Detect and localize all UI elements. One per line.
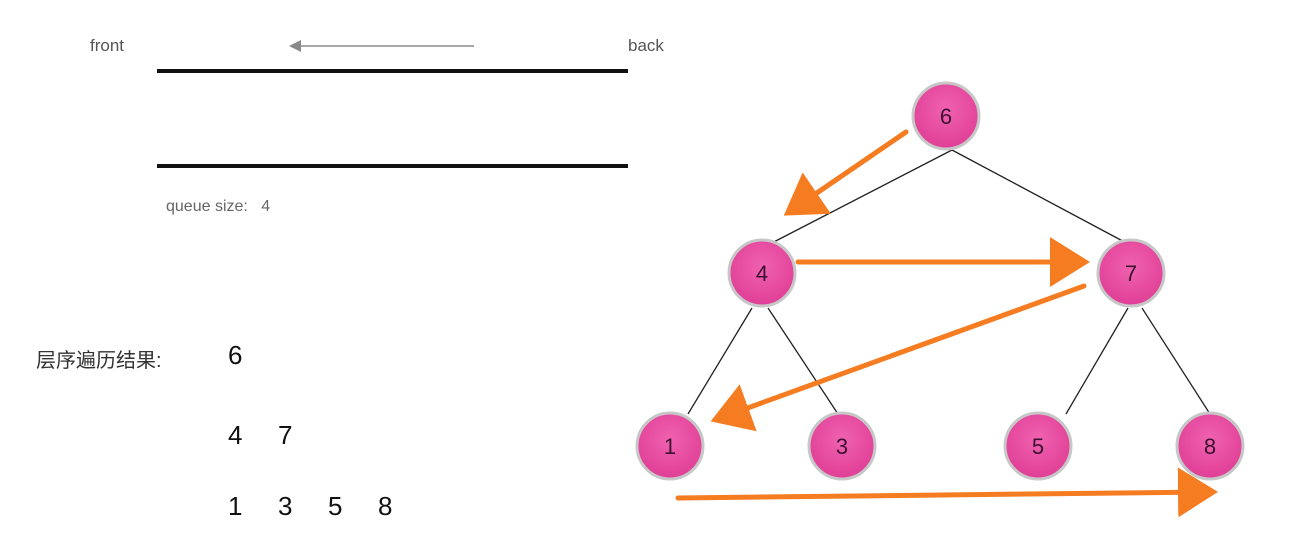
tree-node-7: 7 [1096,238,1166,308]
tree-node-1: 1 [635,411,705,481]
result-line-3: 1 3 5 8 [228,491,428,522]
edge-7-5 [1065,307,1129,415]
tree-node-4: 4 [727,238,797,308]
node-label: 5 [1032,434,1044,459]
traversal-arrow-7-to-1 [710,283,1087,432]
queue-size-value: 4 [261,198,271,215]
node-label: 1 [664,434,676,459]
result-value: 1 [228,491,243,521]
traversal-arrow-1-to-8 [675,467,1218,518]
node-label: 6 [940,104,952,129]
traversal-arrows [675,129,1218,518]
result-value: 6 [228,340,243,370]
tree-node-3: 3 [807,411,877,481]
traversal-arrow-6-to-4 [783,129,909,216]
node-label: 8 [1204,434,1216,459]
result-line-1: 6 [228,340,278,371]
node-label: 7 [1125,261,1137,286]
tree-edges [687,149,1211,415]
edge-4-3 [767,307,839,415]
tree-node-6: 6 [911,81,981,151]
edge-6-7 [951,149,1133,247]
edge-7-8 [1141,307,1211,415]
node-label: 3 [836,434,848,459]
edge-4-1 [687,307,753,415]
result-line-2: 4 7 [228,420,328,451]
result-value: 8 [378,491,393,521]
tree-node-8: 8 [1175,411,1245,481]
result-value: 4 [228,420,243,450]
edge-6-4 [765,149,953,247]
tree-node-5: 5 [1003,411,1073,481]
queue-size: queue size: 4 [166,198,270,216]
result-value: 3 [278,491,293,521]
queue-front-label: front [90,36,125,55]
result-value: 5 [328,491,343,521]
result-value: 7 [278,420,293,450]
node-label: 4 [756,261,768,286]
result-title: 层序遍历结果: [36,350,162,372]
queue-back-label: back [628,36,664,55]
queue-size-label: queue size: [166,198,248,215]
